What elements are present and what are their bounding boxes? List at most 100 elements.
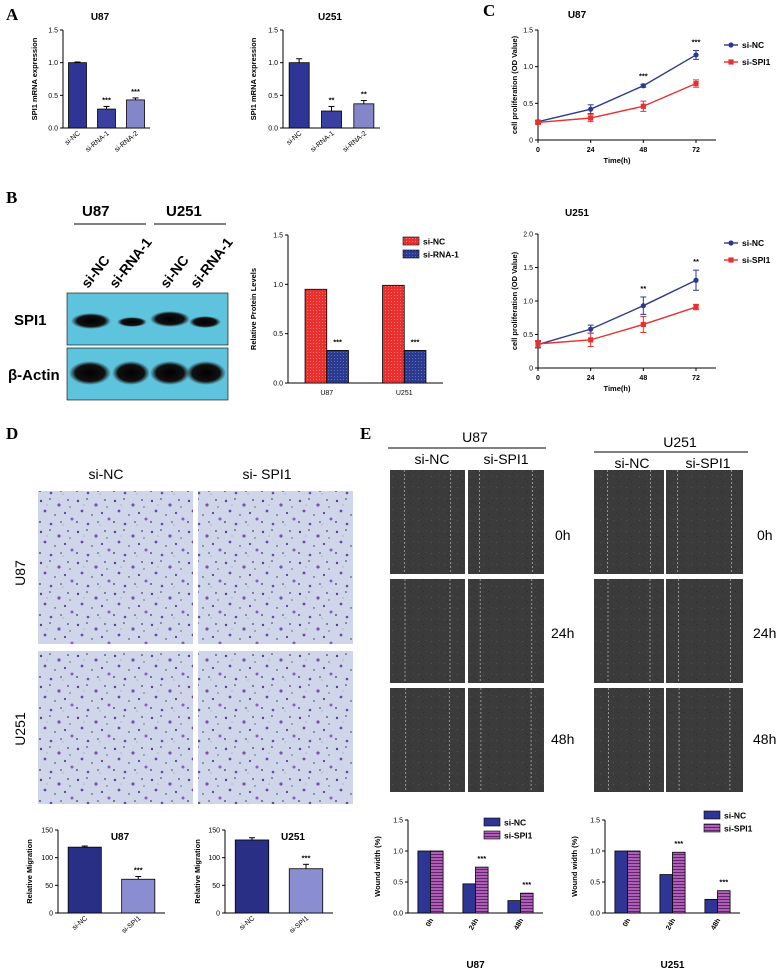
y-tick-label: 50 <box>45 883 53 890</box>
y-axis-label: SPI1 mRNA expression <box>30 37 39 120</box>
wb-band <box>189 316 221 328</box>
bar <box>717 890 731 914</box>
y-axis-label: Relative Protein Levels <box>249 268 258 350</box>
y-tick-label: 0 <box>49 911 53 918</box>
e-time-label: 0h <box>555 527 571 543</box>
wb-band <box>69 361 111 385</box>
y-tick-label: 0 <box>529 366 533 373</box>
y-tick-label: 1.0 <box>523 64 533 71</box>
e-time-label: 24h <box>551 625 574 641</box>
chart-title: U87 <box>91 12 110 23</box>
legend-swatch <box>703 823 721 833</box>
y-axis-label: Relative Migration <box>193 839 202 904</box>
x-tick-label: U251 <box>396 390 413 397</box>
wb-band <box>150 361 190 385</box>
y-tick-label: 1.5 <box>268 28 278 35</box>
chart-title: U251 <box>318 12 342 23</box>
wb-band-label-actin: β-Actin <box>8 367 60 384</box>
significance-label: *** <box>522 880 531 889</box>
y-axis-label: SPI1 mRNA expression <box>249 37 258 120</box>
chart-e-u87: 0.0 0.5 1.0 1.5 Wound width (%) 0h *** 24h *** 48… <box>373 818 543 971</box>
wb-band-label-spi1: SPI1 <box>14 312 47 329</box>
x-tick-label: 48h <box>513 918 525 932</box>
bar <box>304 288 328 384</box>
x-tick-label: si-NC <box>71 915 89 932</box>
chart-title: U87 <box>111 832 130 843</box>
micrograph <box>198 491 353 644</box>
y-tick-label: 0.0 <box>393 911 403 918</box>
panel-letter-c: C <box>483 1 495 20</box>
x-axis-label: U87 <box>466 960 485 971</box>
scratch-image <box>390 470 465 574</box>
significance-label: ** <box>329 95 335 104</box>
wb-band <box>117 317 147 327</box>
x-tick-label: 24 <box>587 147 595 154</box>
bar <box>382 284 405 384</box>
x-tick-label: si-NC <box>64 130 82 147</box>
x-tick-label: 24h <box>468 918 480 932</box>
y-tick-label: 50 <box>212 883 220 890</box>
x-tick-label: 72 <box>692 147 700 154</box>
micrograph <box>198 651 353 804</box>
y-axis-label: Wound width (%) <box>373 836 382 897</box>
scratch-image <box>390 579 465 683</box>
e-col-label: si-NC <box>415 451 450 467</box>
chart-c-u87: 0 0.5 1.0 1.5 cell proliferation (OD Value) U… <box>510 10 771 165</box>
series-line <box>537 54 697 123</box>
e-group-label-u87: U87 <box>462 429 488 445</box>
chart-b-protein: 0.0 0.5 1.0 1.5 Relative Protein Levels *** U8… <box>249 233 459 398</box>
bar <box>121 878 156 914</box>
wb-band <box>112 361 150 385</box>
y-tick-label: 0.5 <box>590 880 600 887</box>
chart-d-u87: 0 50 100 150 Relative Migration U87 si-NC *** si… <box>25 828 165 935</box>
data-point <box>640 303 646 309</box>
y-tick-label: 0.0 <box>590 911 600 918</box>
data-point <box>588 106 594 112</box>
bar <box>288 62 310 129</box>
significance-label: *** <box>333 337 342 346</box>
legend-marker <box>728 257 734 263</box>
y-tick-label: 1.0 <box>273 282 283 289</box>
chart-a-u251: 0.0 0.5 1.0 1.5 SPI1 mRNA expression U251 si-N… <box>249 12 380 154</box>
bar <box>614 850 628 914</box>
chart-title: U251 <box>565 208 589 219</box>
x-tick-label: 24h <box>665 918 677 932</box>
x-axis-label: Time(h) <box>604 156 631 165</box>
y-axis-label: cell proliferation (OD Value) <box>510 35 519 134</box>
y-tick-label: 0.5 <box>393 880 403 887</box>
wb-band <box>71 313 111 329</box>
e-time-label: 48h <box>753 731 776 747</box>
y-tick-label: 1.5 <box>523 28 533 35</box>
y-tick-label: 0.0 <box>48 126 58 133</box>
x-tick-label: 72 <box>692 375 700 382</box>
significance-label: *** <box>477 854 486 863</box>
scratch-image <box>468 688 544 792</box>
x-tick-label: si-RNA-2 <box>342 130 368 154</box>
significance-label: *** <box>411 337 420 346</box>
data-point <box>535 341 541 347</box>
y-axis-label: Wound width (%) <box>570 836 579 897</box>
bar <box>507 900 521 914</box>
y-tick-label: 1.5 <box>590 818 600 825</box>
wb-band <box>150 311 190 327</box>
bar <box>353 103 375 129</box>
x-axis-label: Time(h) <box>604 384 631 393</box>
x-tick-label: 24 <box>587 375 595 382</box>
bar <box>67 846 102 914</box>
scratch-image <box>390 688 465 792</box>
data-point <box>640 321 646 328</box>
y-tick-label: 1.0 <box>393 849 403 856</box>
legend-label: si-SPI1 <box>504 831 533 841</box>
e-col-label: si-SPI1 <box>483 451 528 467</box>
bar <box>704 898 718 914</box>
legend-label: si-SPI1 <box>742 255 771 265</box>
chart-a-u87: 0.0 0.5 1.0 1.5 SPI1 mRNA expression U87 si-NC… <box>30 12 150 154</box>
bar <box>288 868 324 914</box>
y-tick-label: 1.5 <box>48 28 58 35</box>
series-line <box>537 82 697 124</box>
wb-lane-label: si-RNA-1 <box>187 234 236 291</box>
x-tick-label: si-SPI1 <box>289 915 311 935</box>
x-tick-label: si-RNA-1 <box>85 130 111 154</box>
d-col-label: si- SPI1 <box>242 466 291 482</box>
y-tick-label: 1.0 <box>48 60 58 67</box>
